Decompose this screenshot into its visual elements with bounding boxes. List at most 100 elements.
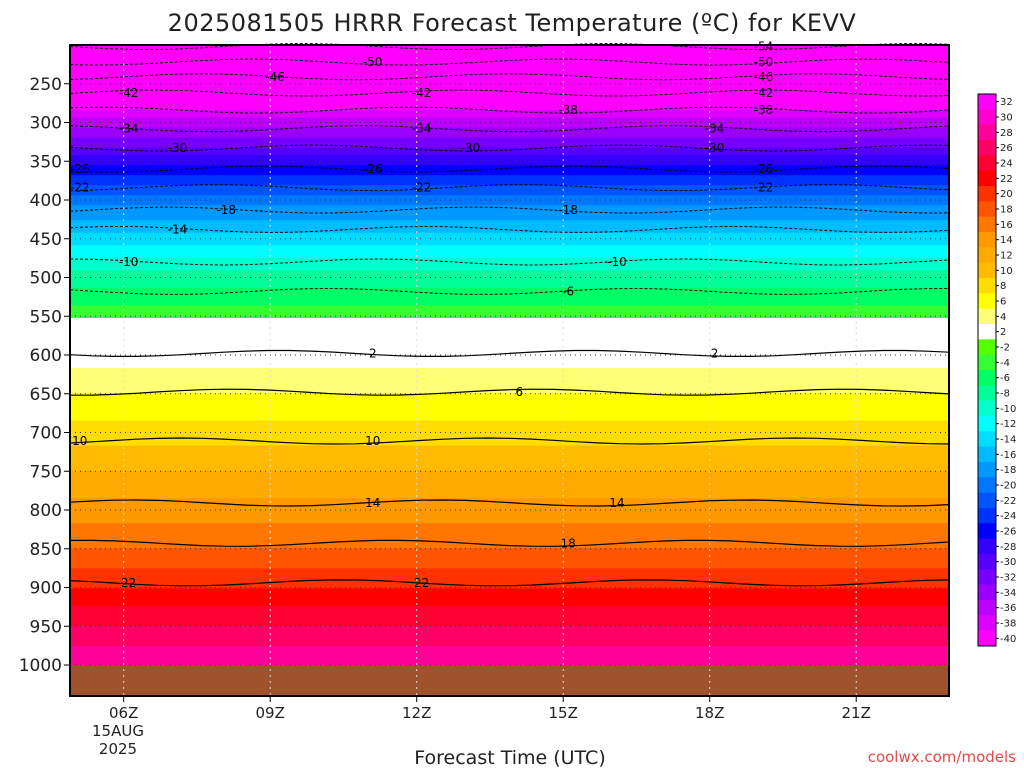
colorbar-tick-label: -20 xyxy=(1000,481,1016,492)
fill-band xyxy=(70,255,949,259)
fill-band xyxy=(70,488,949,492)
y-tick-label: 450 xyxy=(30,230,62,250)
colorbar-swatch xyxy=(978,293,996,309)
fill-band xyxy=(70,205,949,209)
fill-band xyxy=(70,545,949,549)
fill-band xyxy=(70,265,949,269)
x-tick-label: 09Z xyxy=(256,704,285,722)
colorbar-swatch xyxy=(978,262,996,279)
fill-band xyxy=(70,165,949,169)
colorbar-swatch xyxy=(978,630,996,647)
fill-band xyxy=(70,187,949,191)
fill-band xyxy=(70,357,949,362)
colorbar-tick-label: 30 xyxy=(1000,113,1013,124)
fill-band xyxy=(70,347,949,352)
fill-band xyxy=(70,538,949,542)
fill-band xyxy=(70,95,949,99)
fill-band xyxy=(70,332,949,337)
fill-band xyxy=(70,490,949,494)
isotherm-label: -30 xyxy=(461,141,481,155)
isotherm-line xyxy=(69,579,950,587)
isotherm-label: -46 xyxy=(754,70,774,84)
temperature-fill xyxy=(70,45,949,697)
pressure-axis: 250 300 350 400 450 500 550 600 650 700 750 800 850 9… xyxy=(19,75,70,676)
isotherm-label: -10 xyxy=(607,255,627,269)
fill-band xyxy=(70,513,949,517)
isotherm-label: 10 xyxy=(72,434,87,448)
colorbar-swatch xyxy=(978,416,996,432)
fill-band xyxy=(70,590,949,594)
fill-band xyxy=(70,52,949,56)
isotherm-labels: -54-50 -50-46 -46-42 -42 -42-38 -38-34 -34 -34-… xyxy=(70,40,773,590)
grid-lines xyxy=(70,45,949,696)
fill-band xyxy=(70,350,949,354)
fill-band xyxy=(70,615,949,619)
fill-band xyxy=(70,345,949,349)
fill-band xyxy=(70,107,949,111)
fill-band xyxy=(70,145,949,149)
fill-band xyxy=(70,172,949,176)
fill-band xyxy=(70,122,949,126)
fill-band xyxy=(70,365,949,369)
isotherm-line xyxy=(69,73,950,81)
colorbar-tick-label: 4 xyxy=(1000,312,1006,323)
fill-band xyxy=(70,222,949,226)
fill-band xyxy=(70,340,949,344)
fill-band xyxy=(70,475,949,479)
isotherm-line xyxy=(69,349,950,357)
fill-band xyxy=(70,360,949,364)
fill-band xyxy=(70,167,949,171)
fill-band xyxy=(70,653,949,657)
fill-band xyxy=(70,320,949,324)
fill-band xyxy=(70,227,949,231)
isotherm-label: -22 xyxy=(70,181,90,195)
fill-band xyxy=(70,508,949,512)
fill-band xyxy=(70,162,949,166)
fill-band xyxy=(70,370,949,374)
fill-band xyxy=(70,570,949,574)
colorbar-swatch xyxy=(978,584,996,601)
fill-band xyxy=(70,330,949,334)
colorbar-tick-label: -26 xyxy=(1000,527,1016,538)
fill-band xyxy=(70,65,949,69)
colorbar-swatch xyxy=(978,569,996,585)
colorbar-swatch xyxy=(978,462,996,478)
x-date-year: 2025 xyxy=(99,740,137,758)
fill-band xyxy=(70,102,949,106)
isotherm-label: -42 xyxy=(412,86,432,100)
fill-band xyxy=(70,478,949,482)
fill-band xyxy=(70,405,949,409)
fill-band xyxy=(70,385,949,389)
fill-band xyxy=(70,195,949,199)
x-axis-label: Forecast Time (UTC) xyxy=(414,747,605,768)
colorbar-tick-label: -4 xyxy=(1000,358,1010,369)
fill-band xyxy=(70,445,949,449)
y-tick-label: 650 xyxy=(30,385,62,405)
colorbar-swatch xyxy=(978,400,996,417)
isotherm-label: -50 xyxy=(363,55,383,69)
fill-band xyxy=(70,430,949,434)
fill-band xyxy=(70,185,949,189)
x-tick-label: 15Z xyxy=(549,704,578,722)
fill-band xyxy=(70,455,949,459)
colorbar-tick-label: -10 xyxy=(1000,404,1016,415)
x-tick-label: 12Z xyxy=(402,704,431,722)
isotherm-line xyxy=(70,539,950,547)
isotherm-label: 6 xyxy=(515,385,523,399)
colorbar-legend: 32 30 28 26 24 22 20 18 16 14 12 10 8 6 4 2 -2 -4 -6 -8 -10 -… xyxy=(977,93,1016,647)
fill-band xyxy=(70,100,949,104)
isotherm-label: -26 xyxy=(363,162,383,176)
fill-band xyxy=(70,518,949,522)
fill-band xyxy=(70,443,949,447)
colorbar-swatch xyxy=(978,94,996,110)
fill-band xyxy=(70,237,949,241)
fill-band xyxy=(70,598,949,602)
isotherm-label: -18 xyxy=(216,203,236,217)
fill-band xyxy=(70,555,949,559)
y-tick-label: 300 xyxy=(30,114,62,134)
fill-band xyxy=(70,648,949,652)
fill-band xyxy=(70,605,949,609)
colorbar-swatch xyxy=(978,308,996,325)
fill-band xyxy=(70,337,949,342)
fill-band xyxy=(70,182,949,186)
